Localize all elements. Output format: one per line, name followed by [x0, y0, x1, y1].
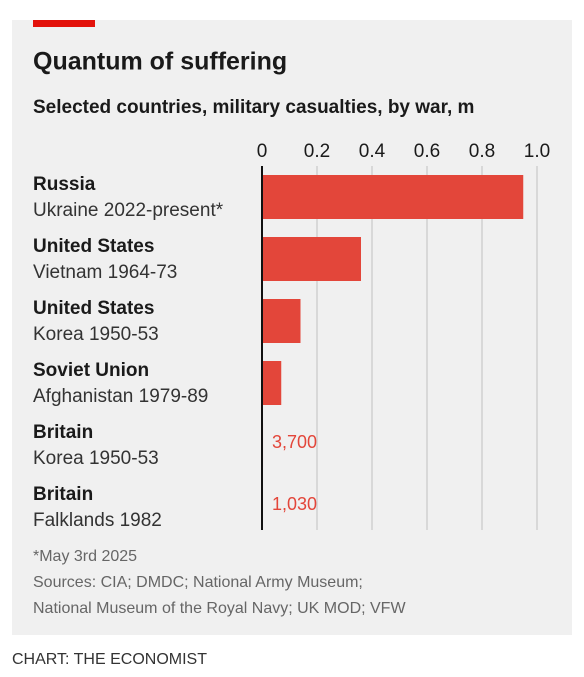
group-label: United States — [33, 298, 154, 319]
x-tick-label: 0.2 — [304, 141, 330, 162]
footnote: *May 3rd 2025 — [33, 548, 137, 565]
x-tick-label: 1.0 — [524, 141, 550, 162]
x-tick-label: 0.6 — [414, 141, 440, 162]
category-label: Afghanistan 1979-89 — [33, 386, 208, 407]
group-label: Russia — [33, 174, 96, 195]
red-tag — [33, 20, 95, 27]
category-label: Korea 1950-53 — [33, 448, 159, 469]
x-tick-label: 0.8 — [469, 141, 495, 162]
category-label: Ukraine 2022-present* — [33, 200, 224, 221]
group-label: Britain — [33, 484, 93, 505]
source: National Museum of the Royal Navy; UK MO… — [33, 600, 406, 617]
x-tick-label: 0 — [257, 141, 268, 162]
value-label: 1,030 — [272, 494, 317, 514]
category-label: Korea 1950-53 — [33, 324, 159, 345]
group-label: Britain — [33, 422, 93, 443]
category-label: Vietnam 1964-73 — [33, 262, 177, 283]
group-label: Soviet Union — [33, 360, 149, 381]
x-tick-label: 0.4 — [359, 141, 386, 162]
credit: CHART: THE ECONOMIST — [12, 651, 207, 668]
chart-title: Quantum of suffering — [33, 48, 287, 76]
bar — [262, 237, 361, 281]
bar — [262, 299, 301, 343]
group-label: United States — [33, 236, 154, 257]
chart-subtitle: Selected countries, military casualties,… — [33, 97, 474, 118]
bar — [262, 175, 523, 219]
value-label: 3,700 — [272, 432, 317, 452]
source: Sources: CIA; DMDC; National Army Museum… — [33, 574, 363, 591]
category-label: Falklands 1982 — [33, 510, 162, 531]
bar — [262, 361, 281, 405]
